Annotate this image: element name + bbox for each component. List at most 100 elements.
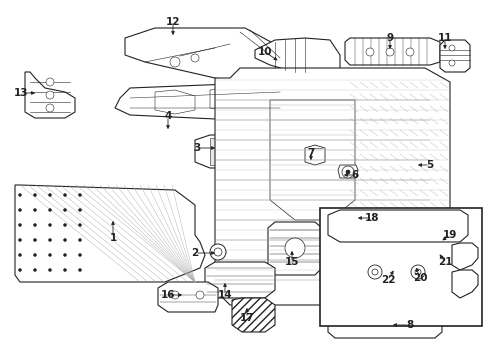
Circle shape (191, 54, 199, 62)
Text: 19: 19 (442, 230, 456, 240)
Polygon shape (451, 270, 477, 298)
Text: 8: 8 (406, 320, 413, 330)
Circle shape (170, 57, 180, 67)
Polygon shape (158, 282, 218, 312)
Polygon shape (327, 308, 441, 338)
Circle shape (209, 244, 225, 260)
Circle shape (48, 269, 51, 271)
Circle shape (48, 238, 51, 242)
Polygon shape (267, 222, 321, 275)
Circle shape (365, 48, 373, 56)
Text: 21: 21 (437, 257, 451, 267)
Circle shape (405, 48, 413, 56)
Polygon shape (345, 38, 439, 65)
Polygon shape (451, 243, 477, 270)
Polygon shape (15, 185, 204, 282)
Circle shape (63, 238, 66, 242)
Text: 17: 17 (239, 313, 254, 323)
Circle shape (48, 253, 51, 256)
Text: 20: 20 (412, 273, 427, 283)
Circle shape (19, 224, 21, 226)
Text: 15: 15 (284, 257, 299, 267)
Polygon shape (337, 165, 357, 178)
Circle shape (196, 291, 203, 299)
Circle shape (430, 222, 438, 230)
Circle shape (34, 224, 37, 226)
Circle shape (341, 166, 353, 178)
Circle shape (46, 78, 54, 86)
Polygon shape (25, 72, 75, 118)
Circle shape (390, 222, 398, 230)
Text: 9: 9 (386, 33, 393, 43)
Polygon shape (305, 145, 325, 165)
Circle shape (63, 253, 66, 256)
Circle shape (79, 253, 81, 256)
Polygon shape (264, 138, 275, 165)
Circle shape (34, 269, 37, 271)
Circle shape (367, 265, 381, 279)
Circle shape (63, 208, 66, 211)
Circle shape (79, 208, 81, 211)
Text: 22: 22 (380, 275, 394, 285)
Circle shape (79, 269, 81, 271)
Text: 3: 3 (193, 143, 200, 153)
Text: 10: 10 (257, 47, 272, 57)
Circle shape (79, 224, 81, 226)
Text: 11: 11 (437, 33, 451, 43)
Text: 14: 14 (217, 290, 232, 300)
Polygon shape (227, 138, 240, 165)
Polygon shape (209, 88, 254, 112)
Polygon shape (439, 40, 469, 72)
Bar (319, 208, 481, 326)
Text: 5: 5 (426, 160, 433, 170)
Circle shape (19, 269, 21, 271)
Polygon shape (215, 68, 449, 305)
Polygon shape (155, 90, 195, 114)
Circle shape (371, 269, 377, 275)
Circle shape (48, 224, 51, 226)
Circle shape (48, 194, 51, 197)
Circle shape (448, 60, 454, 66)
Circle shape (448, 45, 454, 51)
Circle shape (385, 48, 393, 56)
Text: 2: 2 (191, 248, 198, 258)
Polygon shape (327, 210, 467, 242)
Polygon shape (264, 86, 299, 110)
Circle shape (46, 104, 54, 112)
Text: 7: 7 (306, 148, 314, 158)
Circle shape (48, 208, 51, 211)
Polygon shape (282, 138, 293, 165)
Circle shape (34, 238, 37, 242)
Circle shape (19, 253, 21, 256)
Polygon shape (115, 82, 325, 122)
Text: 18: 18 (364, 213, 379, 223)
Circle shape (63, 224, 66, 226)
Polygon shape (125, 28, 294, 85)
Circle shape (34, 208, 37, 211)
Circle shape (19, 194, 21, 197)
Polygon shape (204, 262, 274, 298)
Circle shape (34, 253, 37, 256)
Circle shape (346, 170, 349, 174)
Polygon shape (231, 298, 274, 332)
Circle shape (414, 269, 420, 275)
Circle shape (46, 91, 54, 99)
Circle shape (19, 238, 21, 242)
Polygon shape (254, 38, 339, 75)
Circle shape (79, 194, 81, 197)
Circle shape (350, 222, 358, 230)
Circle shape (63, 194, 66, 197)
Text: 6: 6 (351, 170, 358, 180)
Circle shape (79, 238, 81, 242)
Circle shape (285, 238, 305, 258)
Polygon shape (209, 138, 222, 165)
Text: 1: 1 (109, 233, 116, 243)
Circle shape (171, 291, 179, 299)
Polygon shape (195, 135, 305, 168)
Circle shape (214, 248, 222, 256)
Polygon shape (245, 138, 258, 165)
Text: 12: 12 (165, 17, 180, 27)
Text: 4: 4 (164, 111, 171, 121)
Circle shape (63, 269, 66, 271)
Circle shape (34, 194, 37, 197)
